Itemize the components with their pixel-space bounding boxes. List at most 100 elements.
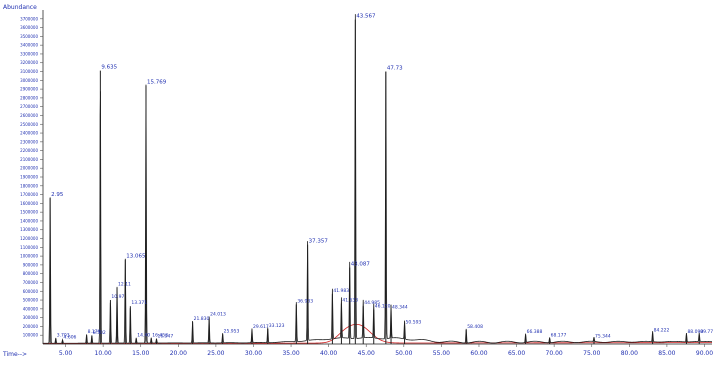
peak-label: 36.933 [297,298,313,304]
y-tick-label: 2000000 [20,166,38,171]
peak-label: 50.593 [406,320,422,326]
peak-label: 66.388 [527,329,543,335]
peak-label: 16.453 [152,333,168,339]
y-tick-label: 300000 [23,315,39,320]
y-tick-label: 2600000 [20,113,38,118]
x-tick-label: 70.00 [546,350,563,357]
peak-label: 12.11 [118,282,131,288]
y-axis-label: Abundance [3,4,37,11]
peak-label: 84.222 [654,327,670,333]
y-tick-label: 3400000 [20,43,38,48]
y-tick-label: 3700000 [20,16,38,21]
x-tick-label: 85.00 [658,350,675,357]
y-tick-label: 2500000 [20,122,38,127]
peak-label: 29.617 [253,324,269,330]
y-tick-label: 900000 [23,262,39,267]
x-tick-label: 45.00 [358,350,375,357]
peak-label: 21.830 [194,316,210,322]
y-tick-label: 2200000 [20,148,38,153]
peak-label: 33.123 [269,323,285,329]
y-tick-label: 600000 [23,289,39,294]
peak-label: 46.120 [375,304,391,310]
y-tick-label: 3500000 [20,34,38,39]
peak-label: 68.177 [551,333,567,339]
y-tick-label: 500000 [23,298,39,303]
peak-label: 47.73 [387,66,403,72]
y-tick-label: 3200000 [20,60,38,65]
y-tick-label: 800000 [23,271,39,276]
x-tick-label: 90.00 [696,350,713,357]
peak-label: 3.703 [57,333,70,339]
peak-label: 25.953 [224,328,240,334]
x-tick-label: 80.00 [621,350,638,357]
y-tick-label: 1400000 [20,218,38,223]
x-tick-group: 5.00 10.00 15.00 20.00 25.00 30.00 35.00 40.00 4… [59,344,713,357]
peak-label: 24.013 [210,312,226,318]
x-tick-label: 65.00 [508,350,525,357]
y-tick-label: 3600000 [20,25,38,30]
peak-label: 2.95 [51,192,64,198]
peak-label: 58.408 [467,324,483,330]
y-tick-label: 700000 [23,280,39,285]
peak-label: 44.985 [364,300,380,306]
peak-label: 10.97 [111,294,124,300]
x-tick-label: 5.00 [59,350,73,357]
y-tick-label: 1800000 [20,183,38,188]
y-tick-label: 100000 [23,333,39,338]
peak-group [49,19,700,344]
peak-label: 4.606 [64,334,77,340]
peak-label: 41.983 [333,288,349,294]
y-tick-group: 100000 200000 300000 400000 500000 600000 7000… [20,16,43,338]
peak-label: 8.502 [93,330,106,336]
x-tick-label: 30.00 [245,350,262,357]
peak-label: 13.371 [131,300,147,306]
x-tick-label: 50.00 [395,350,412,357]
y-tick-label: 2900000 [20,87,38,92]
y-tick-label: 1200000 [20,236,38,241]
x-tick-label: 40.00 [320,350,337,357]
y-tick-label: 1500000 [20,210,38,215]
peak-label: 15.769 [147,80,167,86]
y-tick-label: 1100000 [20,245,38,250]
x-tick-label: 60.00 [470,350,487,357]
x-tick-label: 25.00 [207,350,224,357]
peak-label: 48.344 [392,305,408,311]
y-tick-label: 200000 [23,324,39,329]
y-tick-label: 3000000 [20,78,38,83]
peak-label: 14.40 [137,333,150,339]
y-tick-label: 2300000 [20,139,38,144]
y-tick-label: 400000 [23,306,39,311]
x-tick-label: 35.00 [282,350,299,357]
y-tick-label: 2800000 [20,95,38,100]
x-axis-label: Time--> [2,351,27,358]
y-tick-label: 2400000 [20,131,38,136]
peak-label: 37.357 [309,239,329,245]
peak-label: 89.77 [700,329,713,335]
peak-label: 75.344 [595,334,611,340]
y-tick-label: 1600000 [20,201,38,206]
peak-label: 43.087 [351,262,371,268]
x-tick-label: 75.00 [583,350,600,357]
peak-label: 9.635 [101,65,117,71]
x-tick-label: 55.00 [433,350,450,357]
y-tick-label: 3300000 [20,51,38,56]
y-tick-label: 1300000 [20,227,38,232]
peak-label: 43.567 [356,14,376,20]
y-tick-label: 1700000 [20,192,38,197]
peak-label: 8.179 [88,329,101,335]
x-tick-label: 10.00 [95,350,112,357]
x-tick-label: 15.00 [132,350,149,357]
baseline-trace [43,14,713,344]
y-tick-label: 3100000 [20,69,38,74]
y-tick-label: 1000000 [20,254,38,259]
y-tick-label: 1900000 [20,175,38,180]
peak-label: 88.090 [687,329,703,335]
peak-label: 16.947 [158,334,174,340]
peak-label: 13.065 [126,254,146,260]
peak-label: 41.533 [342,298,358,304]
y-tick-label: 2100000 [20,157,38,162]
x-tick-label: 20.00 [170,350,187,357]
